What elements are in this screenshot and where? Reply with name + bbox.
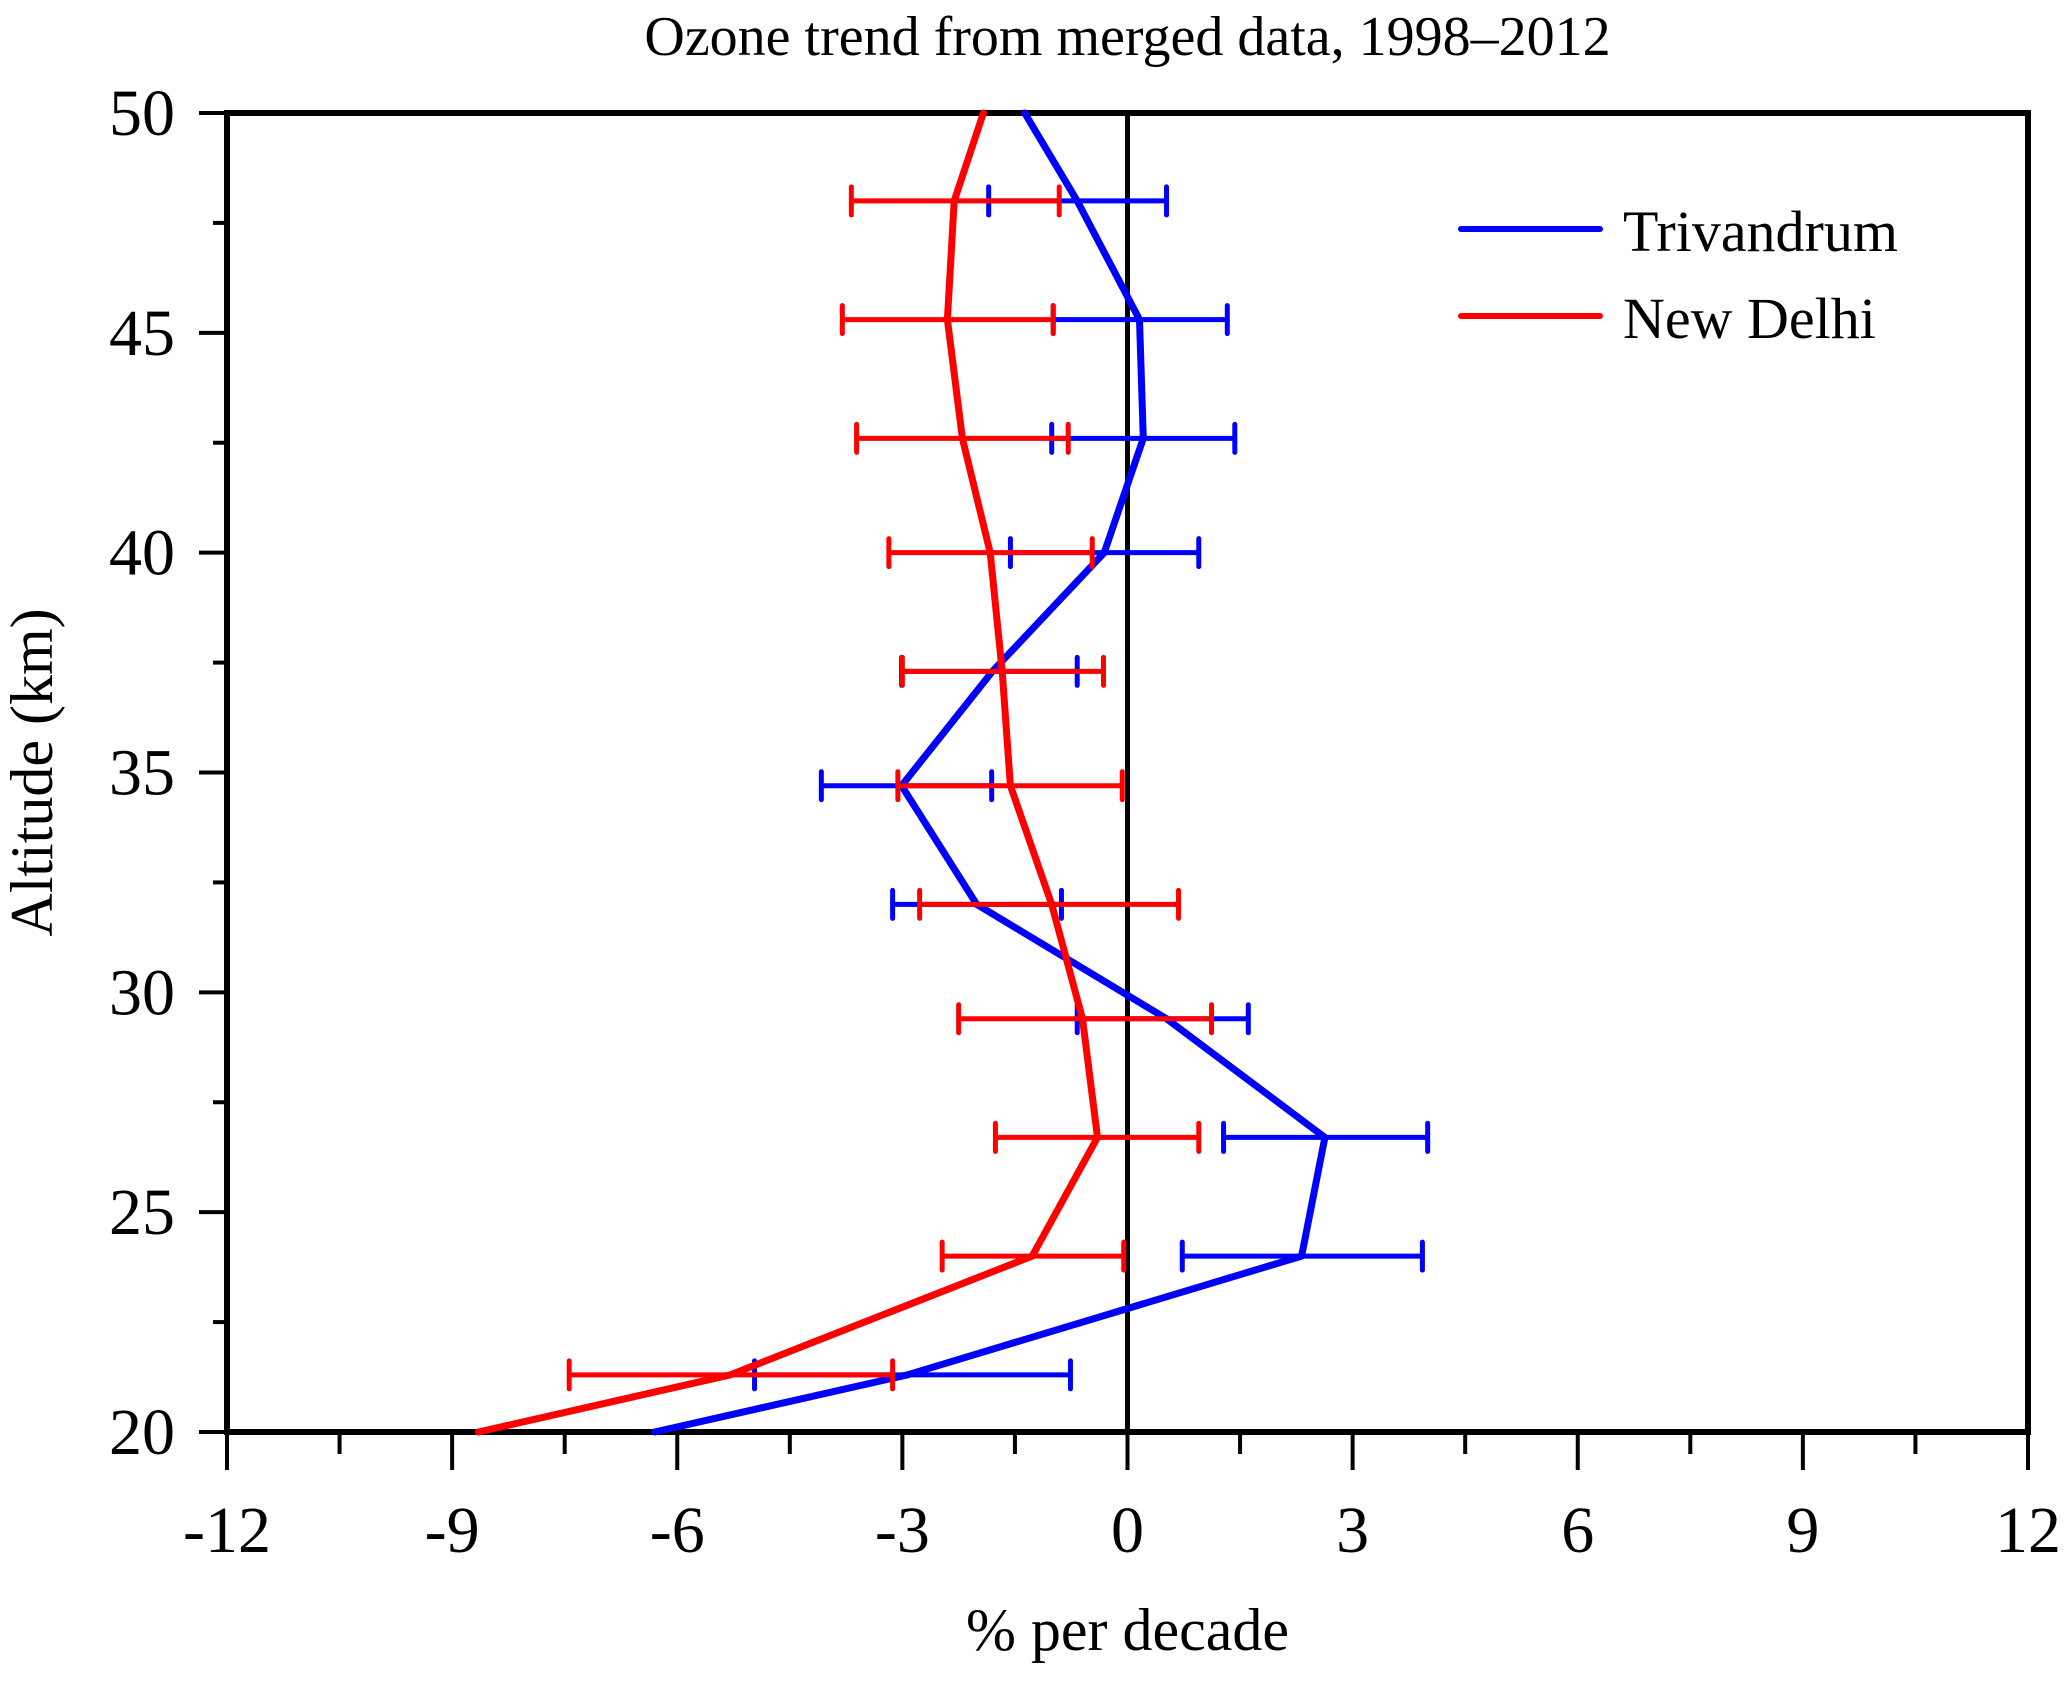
y-tick-label: 25 xyxy=(109,1176,175,1249)
x-tick-label: -3 xyxy=(875,1494,930,1567)
x-tick-label: -9 xyxy=(425,1494,480,1567)
data-point xyxy=(727,1371,735,1379)
y-tick-label: 20 xyxy=(109,1396,175,1469)
x-tick-label: 9 xyxy=(1786,1494,1819,1567)
legend-label: New Delhi xyxy=(1623,286,1876,351)
y-tick-label: 35 xyxy=(109,737,175,810)
data-point xyxy=(998,667,1006,675)
x-tick-label: -12 xyxy=(183,1494,271,1567)
y-axis-title: Altitude (km) xyxy=(0,608,65,936)
chart-title: Ozone trend from merged data, 1998–2012 xyxy=(644,6,1610,68)
series-line-new-delhi xyxy=(477,111,1101,1436)
y-axis-ticks xyxy=(199,111,227,1434)
data-point xyxy=(958,434,966,442)
y-axis-tick-labels: 20 25 30 35 40 45 50 xyxy=(109,77,175,1469)
legend-item-trivandrum: Trivandrum xyxy=(1458,199,1898,264)
x-axis-ticks xyxy=(225,1432,2030,1470)
data-point xyxy=(904,1371,912,1379)
x-tick-label: 3 xyxy=(1336,1494,1369,1567)
data-point xyxy=(1028,1252,1036,1260)
data-point xyxy=(1298,1252,1306,1260)
x-axis-tick-labels: -12 -9 -6 -3 0 3 6 9 12 xyxy=(183,1494,2061,1567)
data-point xyxy=(651,1428,659,1436)
series-layer xyxy=(474,109,1431,1436)
data-point xyxy=(1100,549,1108,557)
data-point xyxy=(1073,197,1081,205)
data-point xyxy=(1021,109,1029,117)
y-tick-label: 45 xyxy=(109,297,175,370)
y-tick-label: 30 xyxy=(109,956,175,1029)
data-point xyxy=(1048,900,1056,908)
data-point xyxy=(950,197,958,205)
data-point xyxy=(979,109,987,117)
x-tick-label: 6 xyxy=(1561,1494,1594,1567)
data-point xyxy=(474,1428,482,1436)
x-tick-label: -6 xyxy=(650,1494,705,1567)
series-new-delhi xyxy=(474,109,1215,1436)
legend: Trivandrum New Delhi xyxy=(1458,199,1898,351)
x-axis-title: % per decade xyxy=(966,1597,1289,1663)
data-point xyxy=(1093,1133,1101,1141)
y-tick-label: 40 xyxy=(109,517,175,590)
legend-item-new-delhi: New Delhi xyxy=(1458,286,1876,351)
data-point xyxy=(1006,782,1014,790)
legend-label: Trivandrum xyxy=(1623,199,1898,264)
data-point xyxy=(1078,1015,1086,1023)
data-point xyxy=(1139,434,1147,442)
x-tick-label: 12 xyxy=(1995,1494,2061,1567)
x-tick-label: 0 xyxy=(1111,1494,1144,1567)
data-point xyxy=(1321,1133,1329,1141)
data-point xyxy=(943,316,951,324)
data-point xyxy=(1136,316,1144,324)
y-tick-label: 50 xyxy=(109,77,175,150)
data-point xyxy=(986,549,994,557)
